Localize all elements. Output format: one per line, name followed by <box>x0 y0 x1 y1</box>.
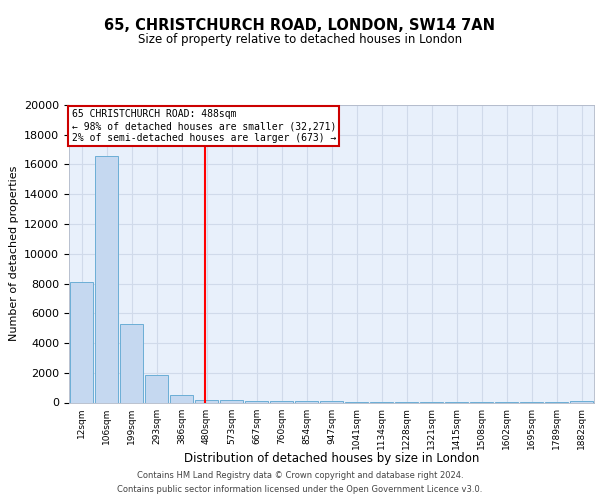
Text: 65 CHRISTCHURCH ROAD: 488sqm
← 98% of detached houses are smaller (32,271)
2% of: 65 CHRISTCHURCH ROAD: 488sqm ← 98% of de… <box>71 110 336 142</box>
Y-axis label: Number of detached properties: Number of detached properties <box>8 166 19 342</box>
Bar <box>95 156 118 402</box>
Bar <box>220 400 243 402</box>
Bar <box>120 324 143 402</box>
X-axis label: Distribution of detached houses by size in London: Distribution of detached houses by size … <box>184 452 479 466</box>
Bar <box>195 400 218 402</box>
Bar <box>170 395 193 402</box>
Text: Contains HM Land Registry data © Crown copyright and database right 2024.: Contains HM Land Registry data © Crown c… <box>137 472 463 480</box>
Text: Size of property relative to detached houses in London: Size of property relative to detached ho… <box>138 32 462 46</box>
Text: Contains public sector information licensed under the Open Government Licence v3: Contains public sector information licen… <box>118 484 482 494</box>
Bar <box>145 375 168 402</box>
Bar <box>570 400 593 402</box>
Text: 65, CHRISTCHURCH ROAD, LONDON, SW14 7AN: 65, CHRISTCHURCH ROAD, LONDON, SW14 7AN <box>104 18 496 32</box>
Bar <box>245 401 268 402</box>
Bar <box>270 401 293 402</box>
Bar <box>70 282 93 403</box>
